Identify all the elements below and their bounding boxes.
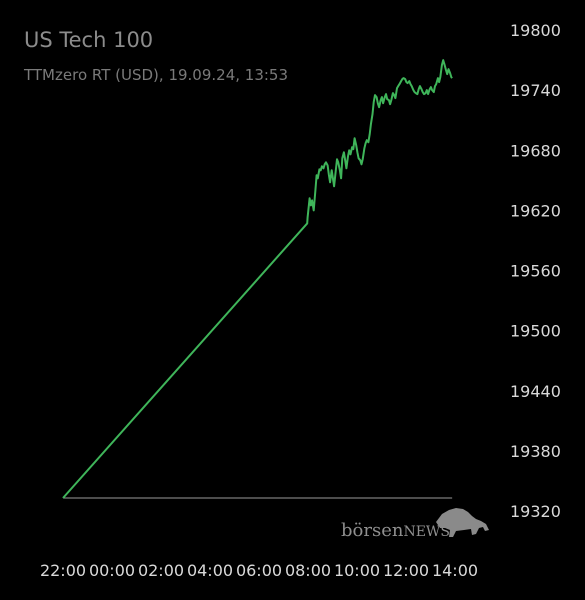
plot-area bbox=[62, 59, 453, 499]
watermark-text: börsenNEWS bbox=[341, 520, 450, 541]
x-axis: 22:00 00:00 02:00 04:00 06:00 08:00 10:00 12:00… bbox=[40, 561, 478, 580]
x-tick-label: 22:00 bbox=[40, 561, 86, 580]
y-tick-label: 19620 bbox=[510, 201, 561, 220]
y-tick-label: 19500 bbox=[510, 322, 561, 341]
series-line bbox=[62, 59, 453, 499]
x-tick-label: 06:00 bbox=[236, 561, 282, 580]
y-axis: 19800 19740 19680 19620 19560 19500 19440 19380… bbox=[510, 21, 561, 521]
x-tick-label: 08:00 bbox=[285, 561, 331, 580]
bull-icon bbox=[436, 508, 489, 537]
watermark-logo: börsenNEWS bbox=[341, 508, 489, 541]
chart-title: US Tech 100 bbox=[24, 28, 154, 52]
y-tick-label: 19740 bbox=[510, 81, 561, 100]
y-tick-label: 19560 bbox=[510, 262, 561, 281]
y-tick-label: 19320 bbox=[510, 502, 561, 521]
x-tick-label: 04:00 bbox=[187, 561, 233, 580]
y-tick-label: 19380 bbox=[510, 442, 561, 461]
x-tick-label: 00:00 bbox=[89, 561, 135, 580]
x-tick-label: 02:00 bbox=[138, 561, 184, 580]
chart-subtitle: TTMzero RT (USD), 19.09.24, 13:53 bbox=[24, 66, 289, 84]
x-tick-label: 14:00 bbox=[432, 561, 478, 580]
x-tick-label: 10:00 bbox=[334, 561, 380, 580]
y-tick-label: 19800 bbox=[510, 21, 561, 40]
y-tick-label: 19440 bbox=[510, 382, 561, 401]
x-tick-label: 12:00 bbox=[383, 561, 429, 580]
y-tick-label: 19680 bbox=[510, 141, 561, 160]
